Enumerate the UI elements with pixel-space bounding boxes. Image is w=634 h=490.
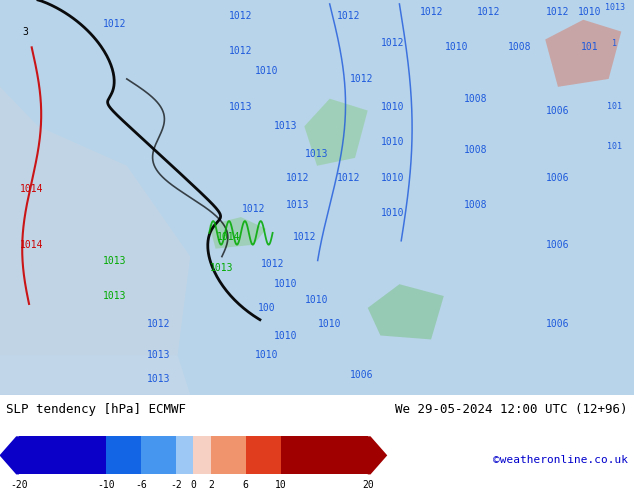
Text: 10: 10 [275, 480, 287, 490]
FancyArrow shape [368, 436, 387, 474]
Text: 1013: 1013 [229, 101, 253, 112]
Text: 1010: 1010 [381, 101, 405, 112]
Text: 1010: 1010 [381, 172, 405, 183]
Polygon shape [209, 217, 266, 248]
Text: 1012: 1012 [337, 11, 361, 21]
Text: 1012: 1012 [229, 47, 253, 56]
Text: -10: -10 [98, 480, 115, 490]
Bar [141, 436, 176, 474]
Text: 101: 101 [607, 142, 623, 150]
Text: 1013: 1013 [102, 291, 126, 301]
Bar [19, 436, 106, 474]
Text: 1: 1 [612, 39, 618, 48]
Bar [280, 436, 368, 474]
Polygon shape [368, 284, 444, 340]
Text: 1014: 1014 [20, 240, 44, 250]
Text: 1010: 1010 [578, 7, 602, 17]
Text: 1006: 1006 [546, 240, 570, 250]
Text: 101: 101 [581, 42, 598, 52]
Text: 1013: 1013 [102, 255, 126, 266]
Text: 1012: 1012 [337, 172, 361, 183]
Text: 1013: 1013 [146, 374, 171, 384]
Text: 1008: 1008 [508, 42, 532, 52]
Text: 1010: 1010 [273, 279, 297, 289]
Text: 1010: 1010 [254, 66, 278, 76]
Polygon shape [0, 87, 190, 355]
Text: 100: 100 [257, 303, 275, 313]
Text: -20: -20 [10, 480, 28, 490]
Bar [176, 436, 193, 474]
Text: 1006: 1006 [546, 172, 570, 183]
Text: 1012: 1012 [102, 19, 126, 29]
Text: 1012: 1012 [476, 7, 500, 17]
Text: 1012: 1012 [381, 38, 405, 49]
Text: -6: -6 [135, 480, 147, 490]
Polygon shape [545, 20, 621, 87]
Text: 1010: 1010 [381, 208, 405, 218]
Bar [245, 436, 280, 474]
Text: 1010: 1010 [254, 350, 278, 360]
Text: We 29-05-2024 12:00 UTC (12+96): We 29-05-2024 12:00 UTC (12+96) [395, 403, 628, 416]
Polygon shape [304, 98, 368, 166]
Text: 1008: 1008 [463, 145, 488, 155]
Bar [106, 436, 141, 474]
Text: 101: 101 [607, 102, 623, 111]
Text: 1008: 1008 [463, 94, 488, 104]
Text: 1006: 1006 [546, 105, 570, 116]
Text: 1013: 1013 [305, 149, 329, 159]
Text: 6: 6 [243, 480, 249, 490]
Text: 20: 20 [362, 480, 373, 490]
FancyArrow shape [0, 436, 19, 474]
Bar [210, 436, 245, 474]
Text: 1014: 1014 [216, 232, 240, 242]
Text: 1012: 1012 [229, 11, 253, 21]
Text: 1013: 1013 [273, 122, 297, 131]
Text: 1014: 1014 [20, 184, 44, 195]
Text: 1012: 1012 [286, 172, 310, 183]
Text: 1010: 1010 [273, 331, 297, 341]
Text: 1010: 1010 [444, 42, 469, 52]
Text: 1012: 1012 [292, 232, 316, 242]
Text: 1010: 1010 [305, 295, 329, 305]
Text: 1010: 1010 [318, 318, 342, 329]
Bar [193, 436, 210, 474]
Text: 3: 3 [22, 26, 29, 37]
Text: 1010: 1010 [381, 137, 405, 147]
Text: 1013: 1013 [210, 264, 234, 273]
Text: 1012: 1012 [546, 7, 570, 17]
Text: 1012: 1012 [242, 204, 266, 214]
Text: 1012: 1012 [419, 7, 443, 17]
Text: 1006: 1006 [546, 318, 570, 329]
Text: 1013: 1013 [605, 3, 625, 12]
Text: 1006: 1006 [349, 370, 373, 380]
Text: 1013: 1013 [286, 200, 310, 210]
Text: 1013: 1013 [146, 350, 171, 360]
Text: 1012: 1012 [349, 74, 373, 84]
Polygon shape [0, 355, 190, 395]
Text: ©weatheronline.co.uk: ©weatheronline.co.uk [493, 455, 628, 465]
Text: SLP tendency [hPa] ECMWF: SLP tendency [hPa] ECMWF [6, 403, 186, 416]
Text: 1012: 1012 [146, 318, 171, 329]
Text: 1012: 1012 [261, 260, 285, 270]
Text: 2: 2 [208, 480, 214, 490]
Text: 0: 0 [190, 480, 197, 490]
Text: 1008: 1008 [463, 200, 488, 210]
Text: -2: -2 [170, 480, 182, 490]
